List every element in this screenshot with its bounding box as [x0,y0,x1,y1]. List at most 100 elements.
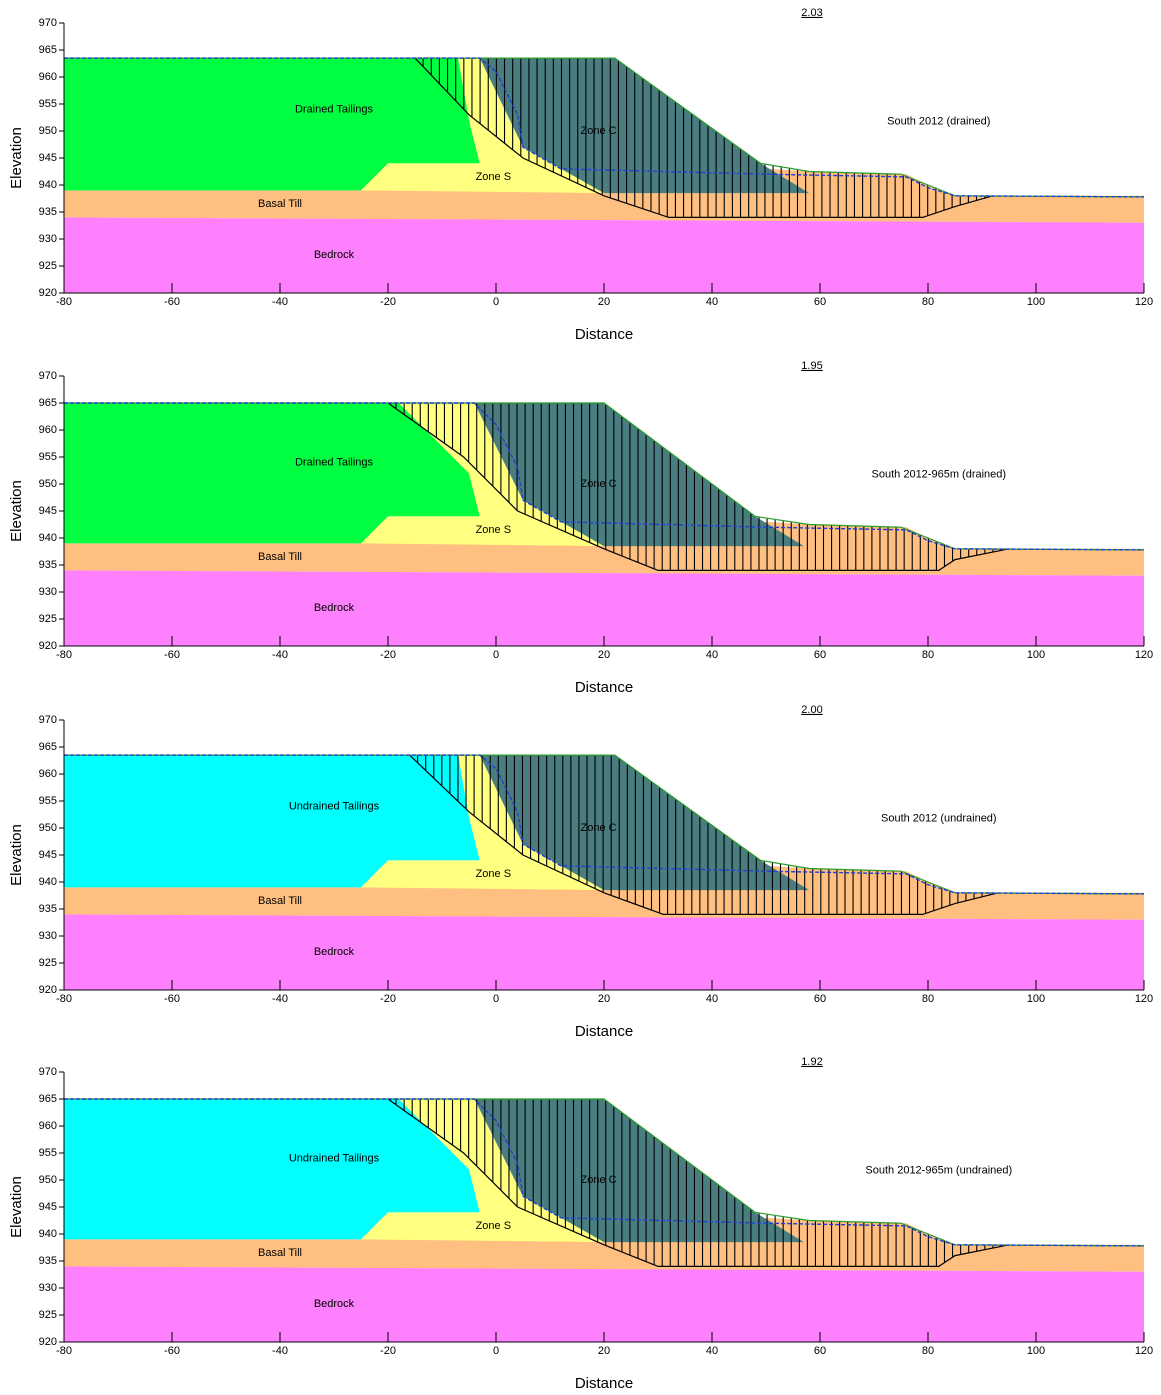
x-tick-label: 60 [814,296,826,308]
y-axis-label: Elevation [8,480,25,542]
material-region [64,914,1144,990]
factor-of-safety: 2.00 [801,704,822,716]
y-tick-label: 930 [39,233,57,245]
x-tick-label: -40 [272,649,288,661]
figure: Basal Till Drained Tailings Zone S Zone C Be… [0,0,1161,1395]
region-label: Undrained Tailings [289,1152,380,1164]
region-label: Basal Till [258,551,302,563]
x-tick-label: 40 [706,649,718,661]
y-tick-label: 925 [39,1309,57,1321]
material-region [64,570,1144,646]
y-tick-label: 960 [39,768,57,780]
x-tick-label: -20 [380,296,396,308]
y-tick-label: 970 [39,714,57,726]
y-tick-label: 950 [39,125,57,137]
y-tick-label: 955 [39,98,57,110]
section-annotation: South 2012-965m (undrained) [865,1165,1012,1177]
x-tick-label: 20 [598,993,610,1005]
x-tick-label: -60 [164,649,180,661]
x-tick-label: -80 [56,649,72,661]
y-tick-label: 945 [39,505,57,517]
y-tick-label: 930 [39,1282,57,1294]
y-tick-label: 955 [39,795,57,807]
y-tick-label: 925 [39,260,57,272]
y-tick-label: 920 [39,287,57,299]
y-tick-label: 950 [39,478,57,490]
region-label: Bedrock [314,602,355,614]
x-tick-label: -60 [164,1345,180,1357]
y-tick-label: 960 [39,1120,57,1132]
factor-of-safety: 1.95 [801,360,822,372]
x-tick-label: -80 [56,1345,72,1357]
x-tick-label: 0 [493,993,499,1005]
x-tick-label: -20 [380,1345,396,1357]
x-tick-label: -40 [272,993,288,1005]
region-label: Basal Till [258,895,302,907]
region-label: Bedrock [314,249,355,261]
y-tick-label: 925 [39,613,57,625]
section-panel: Basal TillUndrained TailingsZone SZone C… [8,1056,1153,1392]
x-tick-label: 80 [922,296,934,308]
x-tick-label: 20 [598,296,610,308]
x-tick-label: -80 [56,993,72,1005]
x-tick-label: -40 [272,1345,288,1357]
y-tick-label: 970 [39,17,57,29]
y-tick-label: 970 [39,1066,57,1078]
y-tick-label: 935 [39,903,57,915]
x-axis-label: Distance [575,1375,633,1392]
region-label: Zone S [476,868,511,880]
y-tick-label: 940 [39,1228,57,1240]
x-tick-label: 0 [493,1345,499,1357]
y-tick-label: 925 [39,957,57,969]
y-tick-label: 945 [39,152,57,164]
y-tick-label: 960 [39,71,57,83]
x-tick-label: 20 [598,1345,610,1357]
y-tick-label: 965 [39,397,57,409]
y-tick-label: 970 [39,370,57,382]
y-tick-label: 920 [39,640,57,652]
x-tick-label: -60 [164,993,180,1005]
region-label: Bedrock [314,946,355,958]
region-label: Bedrock [314,1298,355,1310]
y-tick-label: 955 [39,1147,57,1159]
region-label: Undrained Tailings [289,800,380,812]
x-tick-label: 0 [493,649,499,661]
x-tick-label: -80 [56,296,72,308]
x-tick-label: -40 [272,296,288,308]
x-tick-label: 120 [1135,993,1153,1005]
x-tick-label: 120 [1135,1345,1153,1357]
x-axis-label: Distance [575,326,633,343]
region-label: Basal Till [258,1247,302,1259]
x-tick-label: 0 [493,296,499,308]
region-label: Zone C [581,822,617,834]
y-tick-label: 945 [39,849,57,861]
y-tick-label: 940 [39,876,57,888]
x-tick-label: 60 [814,1345,826,1357]
region-label: Basal Till [258,198,302,210]
material-region [64,1266,1144,1342]
y-tick-label: 930 [39,930,57,942]
x-tick-label: 100 [1027,296,1045,308]
y-axis-label: Elevation [8,1176,25,1238]
x-tick-label: 120 [1135,649,1153,661]
region-label: Zone C [581,1174,617,1186]
region-label: Zone C [581,478,617,490]
y-tick-label: 940 [39,532,57,544]
section-annotation: South 2012-965m (drained) [872,469,1007,481]
x-axis-label: Distance [575,679,633,696]
factor-of-safety: 1.92 [801,1056,822,1068]
x-tick-label: 100 [1027,649,1045,661]
y-tick-label: 920 [39,1336,57,1348]
y-tick-label: 965 [39,44,57,56]
x-tick-label: 100 [1027,1345,1045,1357]
y-tick-label: 955 [39,451,57,463]
x-tick-label: 40 [706,296,718,308]
y-tick-label: 945 [39,1201,57,1213]
x-tick-label: 40 [706,993,718,1005]
region-label: Drained Tailings [295,103,374,115]
y-tick-label: 935 [39,206,57,218]
y-tick-label: 950 [39,1174,57,1186]
y-axis-label: Elevation [8,127,25,189]
y-tick-label: 930 [39,586,57,598]
x-axis-label: Distance [575,1023,633,1040]
